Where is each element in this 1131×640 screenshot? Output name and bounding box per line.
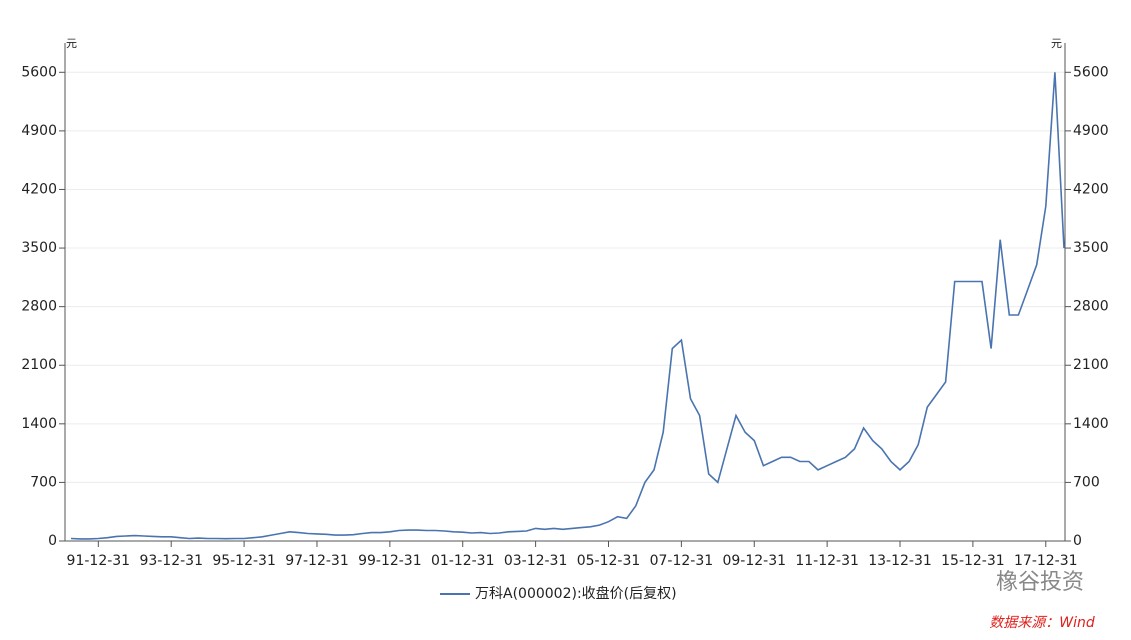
y2-tick-label: 4200 <box>1073 181 1109 197</box>
x-tick-label: 01-12-31 <box>431 553 495 569</box>
y2-tick-label: 0 <box>1073 533 1082 549</box>
x-tick-label: 15-12-31 <box>941 553 1005 569</box>
x-tick-label: 17-12-31 <box>1014 553 1078 569</box>
x-tick-label: 13-12-31 <box>868 553 932 569</box>
y2-tick-label: 4900 <box>1073 123 1109 139</box>
x-tick-label: 93-12-31 <box>139 553 203 569</box>
y-tick-label: 4900 <box>21 123 57 139</box>
y-axis-unit: 元 <box>66 37 77 50</box>
y-tick-label: 2800 <box>21 299 57 315</box>
y2-tick-label: 700 <box>1073 474 1100 490</box>
y2-tick-label: 1400 <box>1073 416 1109 432</box>
x-tick-label: 95-12-31 <box>212 553 276 569</box>
y-tick-label: 1400 <box>21 416 57 432</box>
y2-tick-label: 3500 <box>1073 240 1109 256</box>
x-tick-label: 91-12-31 <box>67 553 131 569</box>
y-tick-label: 2100 <box>21 357 57 373</box>
x-tick-label: 09-12-31 <box>722 553 786 569</box>
source-note: 数据来源：Wind <box>989 615 1095 631</box>
x-tick-label: 97-12-31 <box>285 553 349 569</box>
y-tick-label: 3500 <box>21 240 57 256</box>
y-tick-label: 4200 <box>21 181 57 197</box>
series-line <box>70 72 1065 540</box>
x-tick-label: 99-12-31 <box>358 553 422 569</box>
watermark: 橡谷投资 <box>996 570 1084 595</box>
y2-axis-unit: 元 <box>1051 37 1062 50</box>
y-tick-label: 5600 <box>21 64 57 80</box>
legend-label: 万科A(000002):收盘价(后复权) <box>475 585 677 602</box>
y2-tick-label: 2800 <box>1073 299 1109 315</box>
x-tick-label: 03-12-31 <box>504 553 568 569</box>
y2-tick-label: 2100 <box>1073 357 1109 373</box>
x-tick-label: 11-12-31 <box>795 553 859 569</box>
x-tick-label: 05-12-31 <box>577 553 641 569</box>
y-tick-label: 0 <box>48 533 57 549</box>
x-tick-label: 07-12-31 <box>650 553 714 569</box>
y-tick-label: 700 <box>30 474 57 490</box>
y2-tick-label: 5600 <box>1073 64 1109 80</box>
